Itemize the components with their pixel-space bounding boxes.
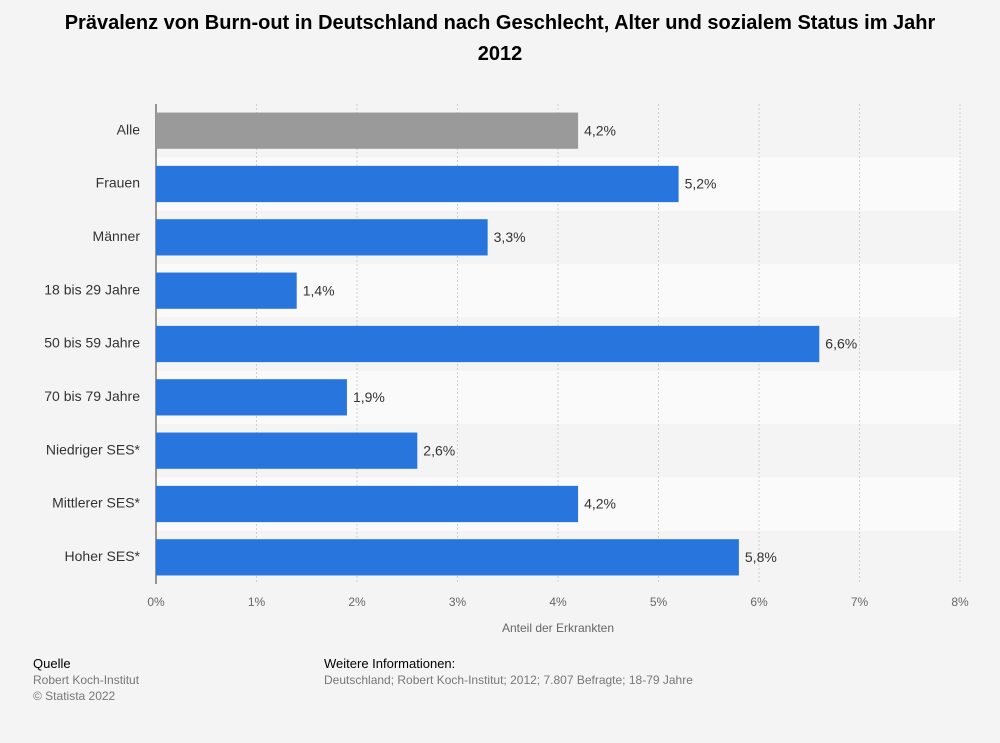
x-tick-label: 1% [248,595,266,609]
x-tick-label: 7% [851,595,869,609]
x-tick-label: 5% [650,595,668,609]
value-label: 5,8% [745,549,777,565]
bar [156,432,418,469]
source-title: Quelle [33,656,71,671]
value-label: 2,6% [423,442,455,458]
y-tick-label: 50 bis 59 Jahre [44,335,140,351]
value-label: 1,9% [353,389,385,405]
y-tick-label: Männer [93,228,141,244]
y-tick-label: Frauen [96,175,140,191]
y-tick-label: Mittlerer SES* [52,495,140,511]
source-line: Robert Koch-Institut [33,673,140,687]
source: Quelle Robert Koch-Institut © Statista 2… [33,656,139,703]
info: Weitere Informationen: Deutschland; Robe… [324,656,693,687]
x-tick-label: 4% [549,595,567,609]
y-tick-label: Alle [117,121,141,137]
x-tick-label: 3% [449,595,467,609]
value-label: 1,4% [303,282,335,298]
y-tick-label: 18 bis 29 Jahre [44,281,140,297]
bar [156,272,297,309]
x-tick-label: 2% [348,595,366,609]
info-text: Deutschland; Robert Koch-Institut; 2012;… [324,673,693,687]
x-tick-label: 8% [951,595,969,609]
bar [156,219,488,256]
chart-title: Prävalenz von Burn-out in Deutschland na… [64,12,936,65]
value-label: 3,3% [494,229,526,245]
value-label: 4,2% [584,122,616,138]
source-line: © Statista 2022 [33,689,116,703]
bar [156,539,739,576]
info-title: Weitere Informationen: [324,656,456,671]
value-label: 6,6% [825,336,857,352]
y-tick-label: Niedriger SES* [46,441,141,457]
y-tick-label: 70 bis 79 Jahre [44,388,140,404]
bar [156,379,347,416]
bar [156,165,679,203]
x-axis-label: Anteil der Erkrankten [502,621,614,635]
bar [156,485,579,523]
bar [156,112,579,149]
x-tick-label: 0% [147,595,165,609]
y-tick-label: Hoher SES* [65,548,141,564]
x-tick-label: 6% [750,595,768,609]
value-label: 5,2% [685,176,717,192]
bar [156,325,820,363]
value-label: 4,2% [584,496,616,512]
